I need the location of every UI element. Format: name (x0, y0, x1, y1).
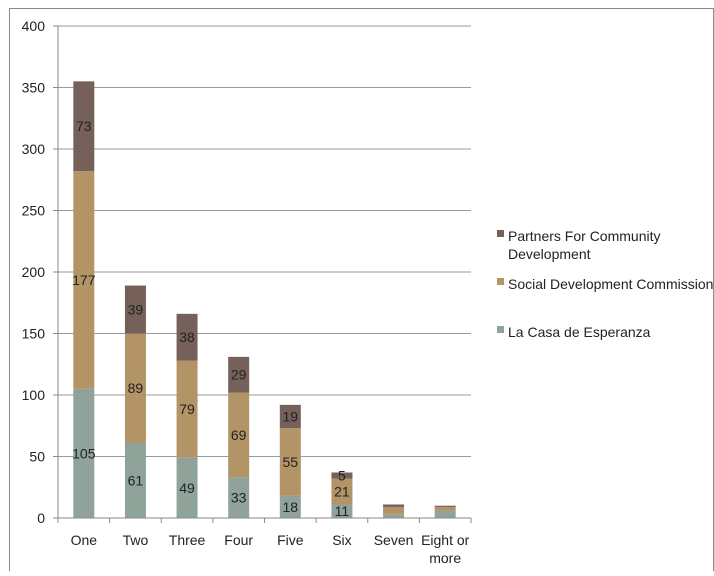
bar-six-series-1 (331, 478, 353, 505)
x-tick-label-line: Two (123, 532, 149, 548)
data-label-six-series-1: 21 (334, 484, 350, 500)
legend-label-1: Social Development Commission (508, 276, 713, 292)
bar-four-series-1 (228, 392, 250, 478)
bar-one-series-1 (73, 171, 95, 389)
x-tick-label-five: Five (277, 532, 304, 548)
bar-five-series-2 (279, 404, 301, 429)
data-label-two-series-2: 39 (128, 302, 144, 318)
y-tick-label-0: 0 (37, 510, 45, 526)
bar-three-series-2 (176, 313, 198, 361)
x-tick-label-line: Four (224, 532, 253, 548)
y-tick-label-300: 300 (22, 141, 46, 157)
bar-two-series-1 (124, 333, 146, 443)
bar-two-series-2 (124, 285, 146, 334)
bar-five-series-0 (279, 495, 301, 518)
legend-label-0: Partners For Community Development (508, 228, 660, 262)
y-tick-labels: 0 50 100 150 200 250 300 350 400 (22, 18, 46, 526)
data-label-three-series-0: 49 (179, 480, 195, 496)
data-label-one-series-0: 105 (72, 445, 96, 461)
x-tick-label-four: Four (224, 532, 253, 548)
data-label-one-series-1: 177 (72, 272, 96, 288)
x-tick-label-three: Three (169, 532, 206, 548)
data-label-four-series-2: 29 (231, 367, 247, 383)
legend-label-2: La Casa de Esperanza (508, 324, 651, 340)
data-label-five-series-0: 18 (283, 499, 299, 515)
legend-swatch-1 (497, 278, 504, 285)
bar-eight-or-more-series-0 (434, 510, 456, 518)
bar-one-series-2 (73, 81, 95, 172)
bar-five-series-1 (279, 428, 301, 496)
data-label-four-series-0: 33 (231, 490, 247, 506)
data-label-six-series-0: 11 (335, 503, 350, 519)
x-tick-label-seven: Seven (374, 532, 414, 548)
data-label-five-series-1: 55 (283, 454, 299, 470)
bars: 105 177 73 61 89 39 49 79 38 33 69 29 18 55 19 11 215 (72, 81, 456, 519)
bar-seven-series-1 (383, 506, 405, 515)
data-label-three-series-2: 38 (179, 329, 195, 345)
bar-seven-series-0 (383, 514, 405, 518)
y-tick-label-200: 200 (22, 264, 46, 280)
bar-three-series-1 (176, 360, 198, 458)
y-tick-label-150: 150 (22, 326, 46, 342)
x-tick-label-line: One (71, 532, 98, 548)
bar-eight-or-more-series-1 (434, 506, 456, 511)
x-tick-label-line: Six (332, 532, 351, 548)
legend-label-line: Partners For Community (508, 228, 660, 244)
bar-seven-series-2 (383, 504, 405, 507)
x-tick-label-two: Two (123, 532, 149, 548)
x-tick-label-line: Five (277, 532, 304, 548)
x-tick-label-line: Seven (374, 532, 414, 548)
x-tick-labels: One Two Three Four Five Six Seven Eight or more (71, 532, 470, 566)
bar-six-series-2 (331, 472, 353, 479)
y-tick-label-250: 250 (22, 203, 46, 219)
x-tick-label-line: Eight or (421, 532, 470, 548)
y-tick-label-400: 400 (22, 18, 46, 34)
data-label-one-series-2: 73 (76, 118, 92, 134)
y-tick-label-100: 100 (22, 387, 46, 403)
gridlines (58, 25, 471, 457)
legend-swatch-0 (497, 230, 504, 237)
data-label-two-series-0: 61 (128, 472, 144, 488)
data-label-five-series-2: 19 (283, 409, 299, 425)
bar-three-series-0 (176, 457, 198, 518)
data-label-two-series-1: 89 (128, 380, 144, 396)
x-tick-label-line: Three (169, 532, 206, 548)
y-tick-label-50: 50 (29, 449, 45, 465)
x-tick-label-line: more (429, 550, 461, 566)
bar-six-series-0 (331, 504, 353, 518)
legend-label-line: Development (508, 246, 591, 262)
data-label-four-series-1: 69 (231, 427, 247, 443)
x-tick-label-one: One (71, 532, 98, 548)
bar-one-series-0 (73, 388, 95, 518)
bar-four-series-2 (228, 356, 250, 393)
bar-two-series-0 (124, 442, 146, 518)
x-tick-label-eight-or-more: Eight or more (421, 532, 470, 566)
legend-swatch-2 (497, 326, 504, 333)
bar-four-series-0 (228, 477, 250, 518)
legend-label-line: La Casa de Esperanza (508, 324, 651, 340)
data-label-three-series-1: 79 (179, 401, 195, 417)
axes (53, 25, 472, 523)
x-tick-label-six: Six (332, 532, 351, 548)
data-label-six-series-2: 5 (338, 468, 346, 484)
legend: Partners For Community Development Social … (497, 228, 713, 340)
bar-eight-or-more-series-2 (434, 505, 456, 507)
legend-label-line: Social Development Commission (508, 276, 713, 292)
y-tick-label-350: 350 (22, 80, 46, 96)
